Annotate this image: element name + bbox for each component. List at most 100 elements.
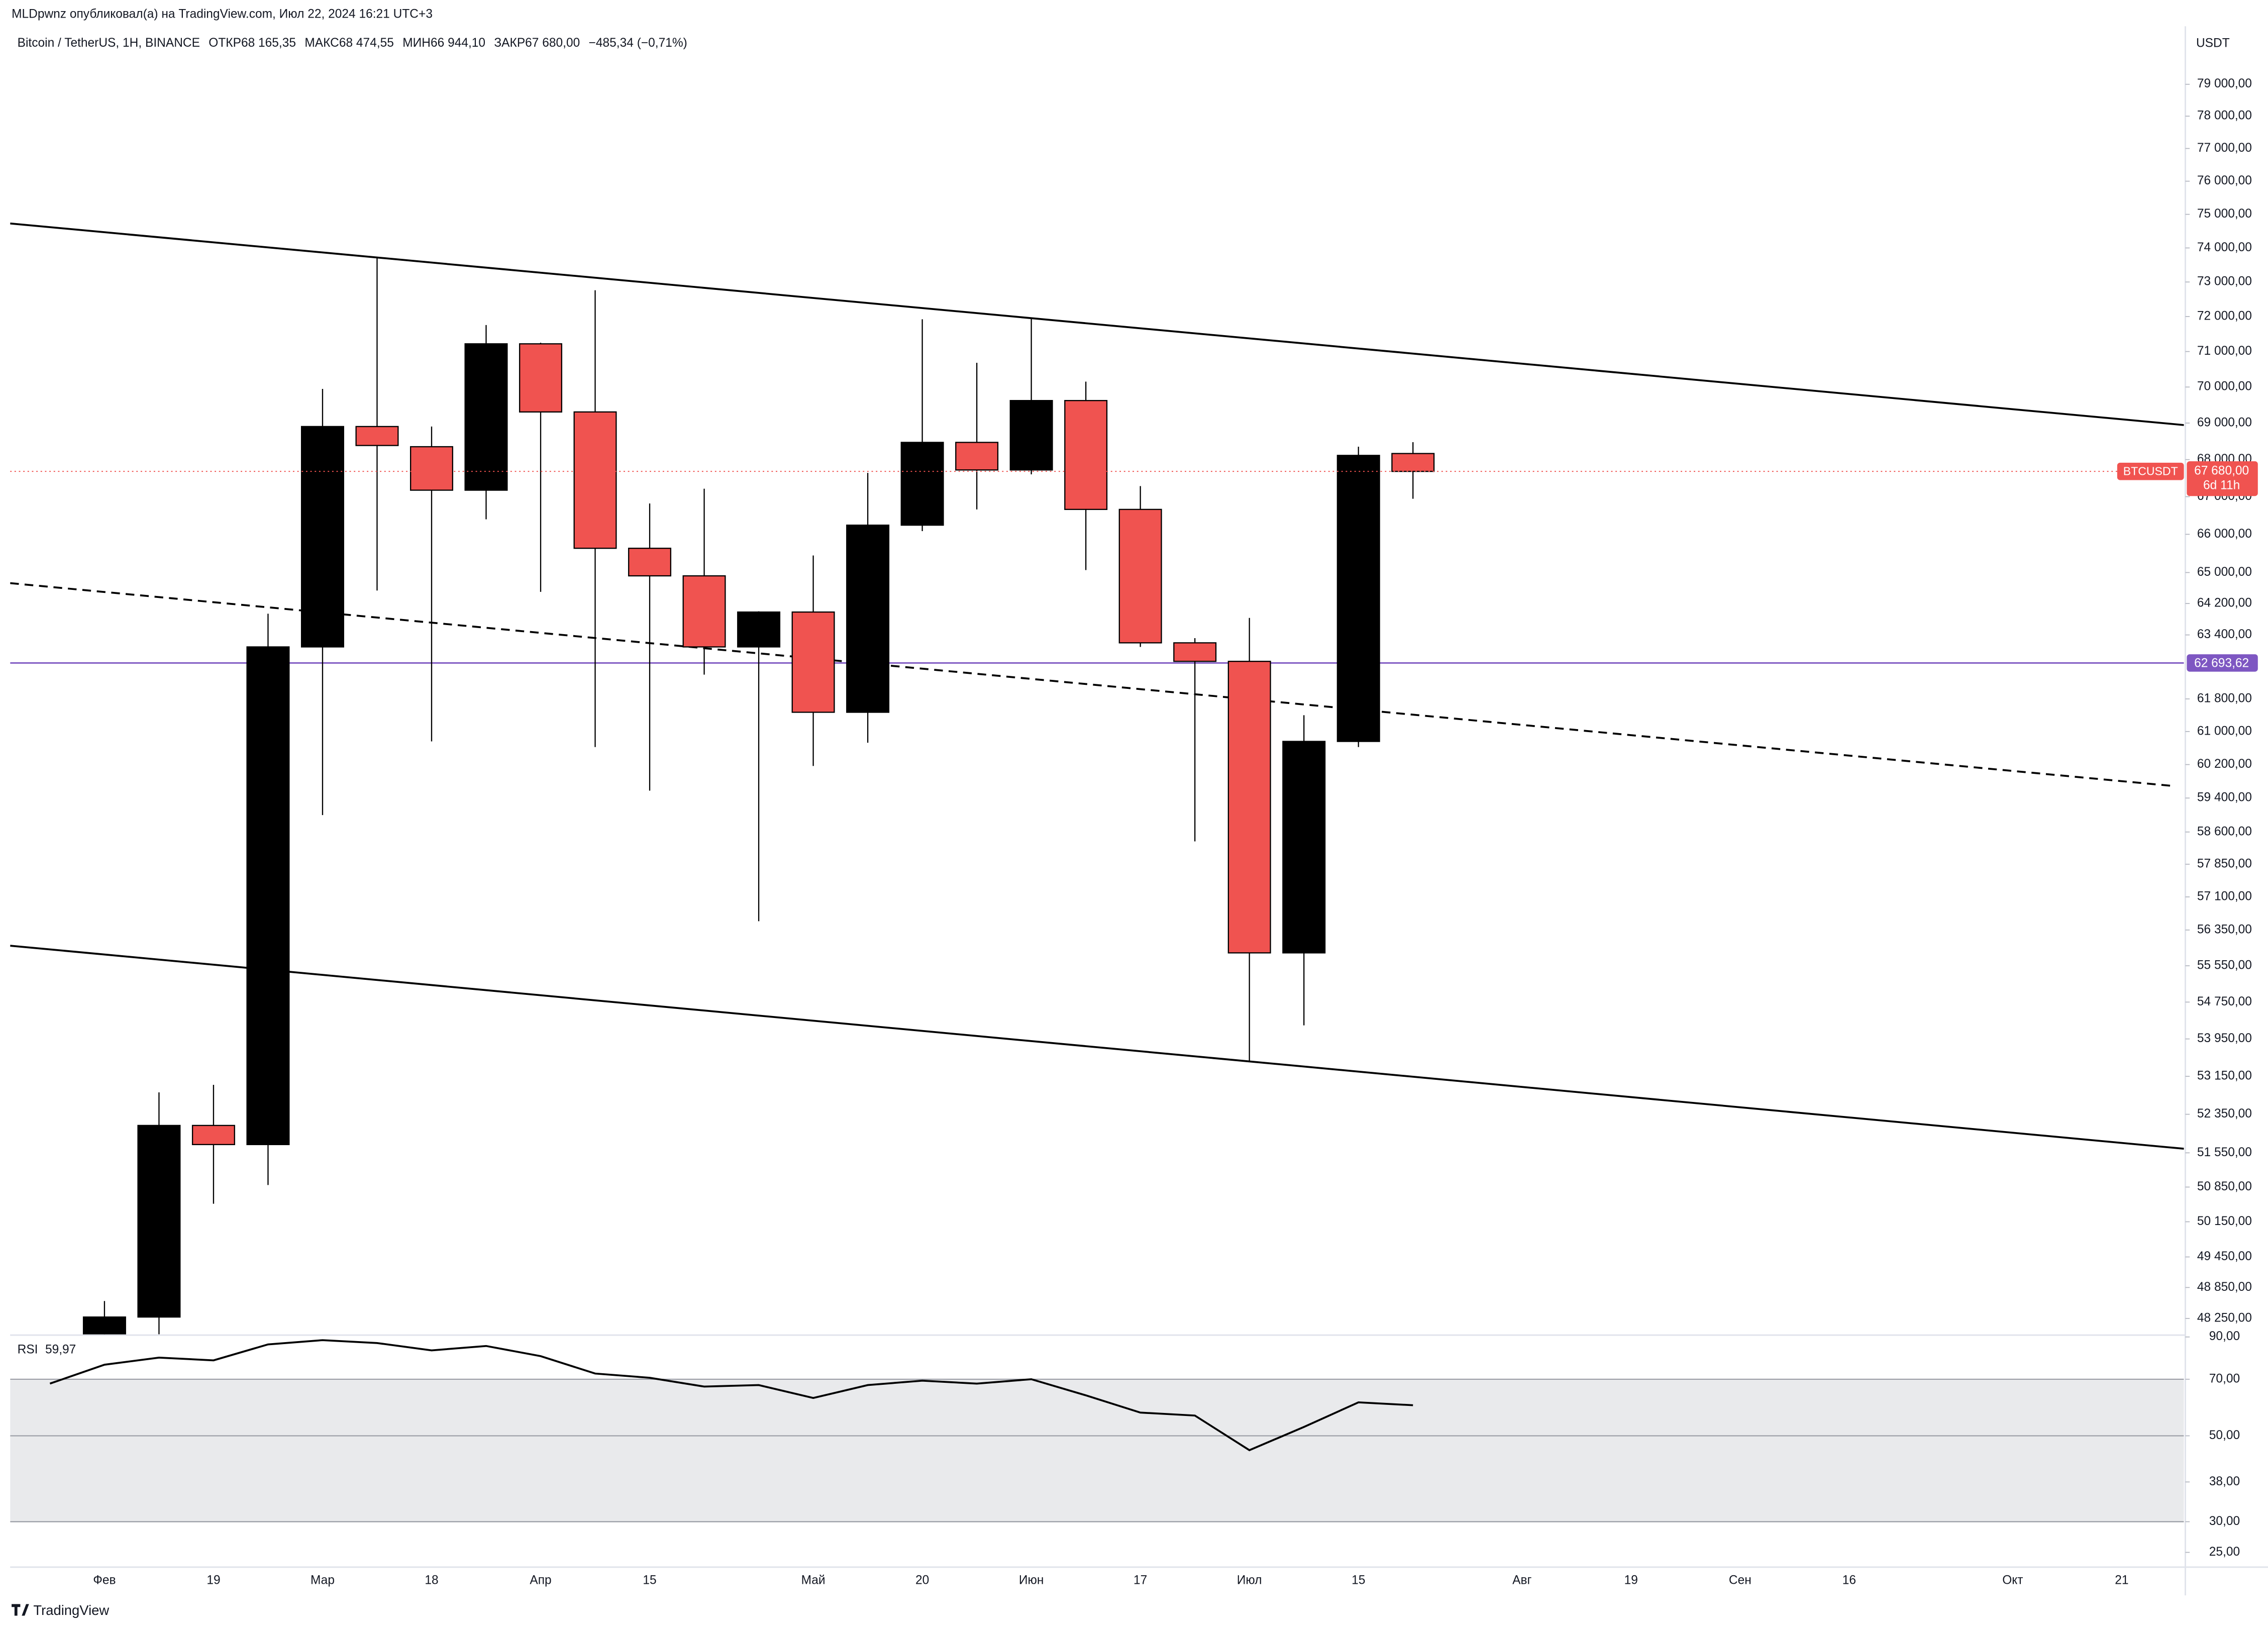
legend-field-value: 67 680,00 (525, 36, 580, 50)
price-pane (10, 257, 2184, 1335)
candle-body (191, 1125, 235, 1145)
y-tick-label: 63 400,00 (2197, 628, 2252, 641)
x-tick-label: Май (801, 1574, 826, 1587)
candle-body (355, 426, 399, 446)
symbol-tag-bg (2117, 462, 2184, 480)
y-tick-label: 90,00 (2209, 1330, 2240, 1343)
y-tick-label: 52 350,00 (2197, 1107, 2252, 1121)
y-tick-label: 57 100,00 (2197, 889, 2252, 903)
rsi-band (10, 1379, 2184, 1522)
y-tick-label: 75 000,00 (2197, 207, 2252, 221)
rsi-current: 59,97 (45, 1343, 76, 1357)
candle-body (1336, 455, 1380, 742)
candle-body (737, 611, 781, 648)
candle-body (1391, 453, 1435, 472)
legend: Bitcoin / TetherUS, 1H, BINANCE ОТКР68 16… (18, 36, 687, 50)
y-tick-label: 61 800,00 (2197, 691, 2252, 705)
x-tick-label: Окт (2002, 1574, 2023, 1587)
y-tick-label: 57 850,00 (2197, 857, 2252, 870)
legend-field-label: ОТКР (209, 36, 241, 50)
candle-body (682, 575, 726, 648)
y-tick-label: 48 850,00 (2197, 1280, 2252, 1294)
y-tick-label: 66 000,00 (2197, 527, 2252, 541)
trend-line-upper (10, 222, 2184, 426)
legend-symbol: Bitcoin / TetherUS, 1H, BINANCE (18, 36, 200, 50)
symbol-tag: BTCUSDT (2123, 465, 2178, 478)
y-tick-label: 60 200,00 (2197, 757, 2252, 771)
candle-body (1009, 400, 1053, 471)
brand-name: TradingView (33, 1602, 109, 1618)
x-tick-label: Фев (93, 1574, 116, 1587)
x-tick-label: 19 (207, 1574, 220, 1587)
horizontal-line-label: 62 693,62 (2194, 656, 2249, 670)
x-tick-label: 15 (1352, 1574, 1365, 1587)
y-tick-label: 58 600,00 (2197, 825, 2252, 838)
candle-body (1118, 509, 1162, 644)
y-tick-label: 48 250,00 (2197, 1311, 2252, 1325)
y-tick-label: 79 000,00 (2197, 77, 2252, 90)
y-tick-label: 56 350,00 (2197, 923, 2252, 936)
y-tick-label: 76 000,00 (2197, 174, 2252, 187)
candle-body (955, 442, 999, 471)
x-tick-label: 17 (1133, 1574, 1147, 1587)
horizontal-line-label-bg (2187, 654, 2258, 672)
y-tick-label: 53 950,00 (2197, 1032, 2252, 1045)
legend-field-label: ЗАКР (494, 36, 525, 50)
x-tick-label: 21 (2115, 1574, 2128, 1587)
candle-body (137, 1125, 181, 1318)
y-tick-label: 70,00 (2209, 1372, 2240, 1385)
price-label: 67 680,00 (2194, 464, 2249, 478)
x-tick-label: Июн (1019, 1574, 1044, 1587)
y-tick-label: 54 750,00 (2197, 995, 2252, 1008)
rsi-line (49, 1339, 1413, 1452)
y-tick-label: 50 150,00 (2197, 1214, 2252, 1228)
price-label-bg (2187, 461, 2258, 496)
y-tick-label: 61 000,00 (2197, 724, 2252, 738)
legend-field-label: МАКС (304, 36, 339, 50)
y-tick-label: 55 550,00 (2197, 959, 2252, 972)
y-tick-label: 77 000,00 (2197, 141, 2252, 155)
candle-body (300, 426, 344, 648)
legend-field-value: 68 165,35 (241, 36, 296, 50)
y-tick-label: 70 000,00 (2197, 380, 2252, 393)
y-tick-label: 38,00 (2209, 1475, 2240, 1488)
y-tick-label: 30,00 (2209, 1514, 2240, 1528)
y-tick-label: 74 000,00 (2197, 241, 2252, 254)
x-tick-label: Июл (1237, 1574, 1262, 1587)
candle-body (1227, 661, 1271, 954)
candle-body (1282, 741, 1326, 954)
publisher-note: MLDpwnz опубликовал(а) на TradingView.co… (12, 8, 433, 21)
x-tick-label: 18 (425, 1574, 438, 1587)
candle-body (573, 411, 617, 549)
x-tick-label: Сен (1729, 1574, 1751, 1587)
x-tick-label: 16 (1842, 1574, 1856, 1587)
candle-body (464, 343, 508, 491)
brand-icon (12, 1604, 29, 1616)
candle-body (846, 524, 890, 713)
y-tick-label: 78 000,00 (2197, 109, 2252, 123)
x-tick-label: 19 (1624, 1574, 1638, 1587)
currency-label: USDT (2196, 36, 2230, 50)
rsi-pane (10, 1339, 2184, 1522)
countdown-label: 6d 11h (2203, 479, 2240, 492)
rsi-legend: RSI 59,97 (18, 1343, 76, 1357)
y-tick-label: 71 000,00 (2197, 344, 2252, 358)
candle-body (791, 611, 835, 713)
y-tick-label: 69 000,00 (2197, 416, 2252, 429)
y-tick-label: 50 850,00 (2197, 1180, 2252, 1193)
y-tick-label: 72 000,00 (2197, 309, 2252, 323)
legend-field-value: 66 944,10 (431, 36, 485, 50)
candle-body (246, 646, 290, 1145)
candle-body (519, 343, 563, 413)
y-tick-label: 25,00 (2209, 1545, 2240, 1559)
y-tick-label: 51 550,00 (2197, 1146, 2252, 1159)
y-tick-label: 65 000,00 (2197, 565, 2252, 579)
legend-field-value: 68 474,55 (339, 36, 394, 50)
candle-body (628, 548, 672, 577)
x-tick-label: Авг (1512, 1574, 1531, 1587)
candle-body (1173, 642, 1217, 662)
y-tick-label: 49 450,00 (2197, 1250, 2252, 1263)
brand-logo: TradingView (12, 1602, 109, 1618)
candle-body (900, 442, 944, 526)
y-tick-label: 59 400,00 (2197, 791, 2252, 804)
